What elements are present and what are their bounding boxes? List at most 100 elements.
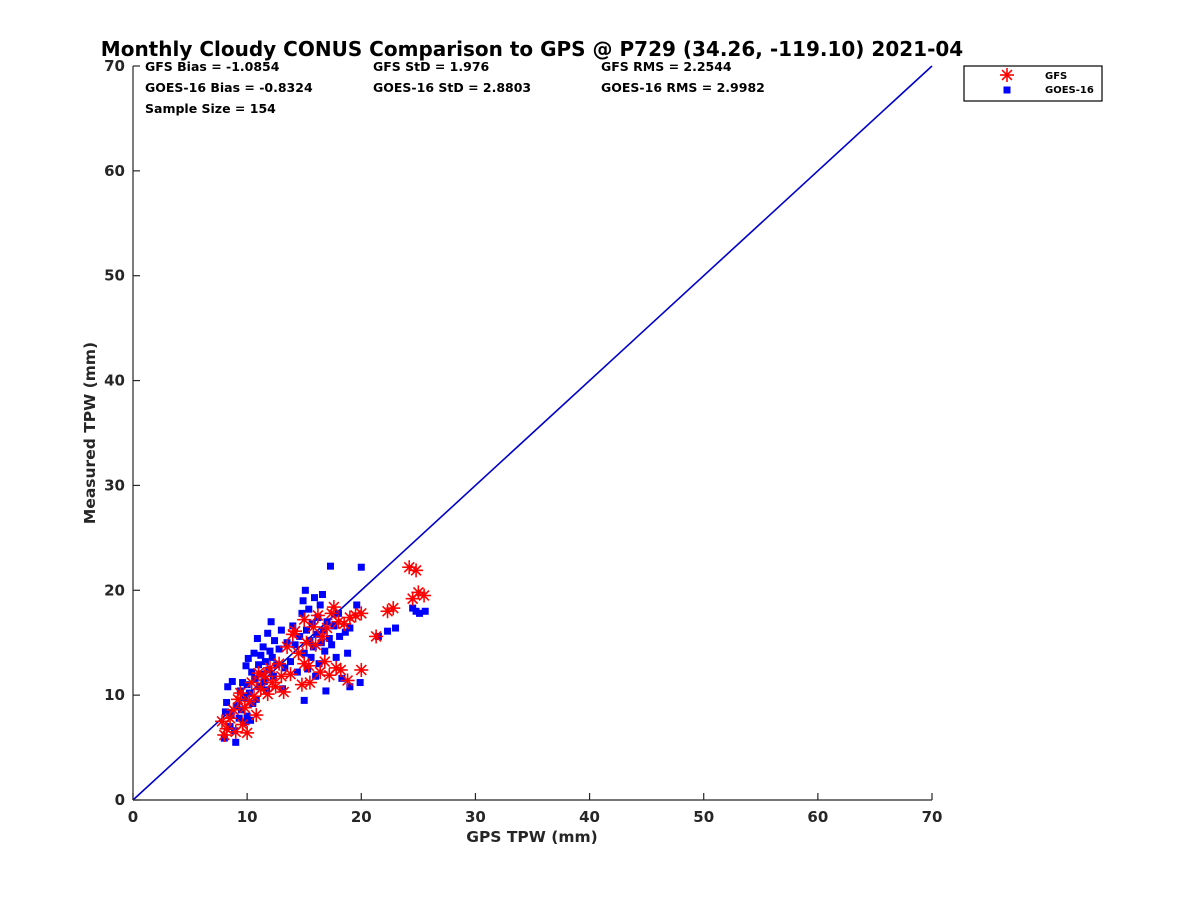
asterisk-stroke [350,609,362,621]
asterisk-stroke [330,662,342,674]
gfs-point [268,679,283,694]
goes16-point [228,678,236,686]
goes16-point [346,624,354,632]
asterisk-stroke [234,687,246,699]
asterisk-stroke [250,709,262,721]
y-tick-label: 50 [104,267,125,285]
goes16-point [242,662,250,670]
goes16-point [255,661,263,669]
asterisk-stroke [312,609,324,621]
goes16-point [328,641,336,649]
goes16-point [307,653,315,661]
asterisk-stroke [289,625,301,637]
gfs-point [233,686,248,701]
goes16-point [356,679,364,687]
asterisk-stroke [292,647,305,659]
goes16-point [239,679,247,687]
goes16-point [273,661,281,669]
gfs-point [274,669,289,684]
gfs-point [249,708,264,723]
asterisk-stroke [241,727,253,739]
gfs-point [417,588,432,603]
asterisk-stroke [239,702,251,714]
goes16-point [221,708,229,716]
gfs-point [306,619,321,634]
gfs-point [219,721,234,736]
asterisk-stroke [344,612,356,624]
x-tick-label: 70 [922,808,943,826]
asterisk-stroke [326,607,338,619]
asterisk-stroke [255,683,267,695]
goes16-point [332,653,340,661]
asterisk-stroke [316,630,328,642]
asterisk-stroke [237,718,249,731]
goes16-point [325,635,333,643]
goes16-point [287,658,295,666]
goes16-point [317,639,325,647]
asterisk-stroke [332,616,344,628]
goes16-point [326,562,334,570]
asterisk-stroke [296,679,308,691]
goes16-point [277,626,285,634]
x-tick-label: 0 [128,808,138,826]
goes16-point [261,658,269,666]
asterisk-stroke [355,664,367,676]
axes: 0 10 20 30 40 50 60 70 0 10 20 30 40 50 60 70 [104,57,942,826]
x-tick-label: 40 [579,808,600,826]
asterisk-stroke [418,590,430,602]
goes16-point [259,643,267,651]
stat-gfs-std: GFS StD = 1.976 [373,59,490,74]
gfs-point [217,727,232,742]
asterisk-stroke [304,677,316,689]
asterisk-stroke [298,614,310,626]
goes16-point [315,660,323,668]
goes16-point [318,590,326,598]
goes16-point [300,696,308,704]
y-tick-label: 20 [104,581,125,599]
gfs-point [340,673,355,688]
asterisk-stroke [285,668,297,680]
asterisk-stroke [270,681,282,693]
gfs-point [301,658,316,673]
goes16-point [357,563,365,571]
chart-title: Monthly Cloudy CONUS Comparison to GPS @… [101,37,963,61]
goes16-point [226,723,234,731]
gfs-point [299,635,314,650]
stat-sample-size: Sample Size = 154 [145,101,276,116]
goes16-point [235,714,243,722]
goes16-point [257,651,265,659]
legend-gfs-asterisk [1000,68,1014,82]
goes16-point [341,628,349,636]
stat-goes16-rms: GOES-16 RMS = 2.9982 [601,80,765,95]
goes16-point [392,624,400,632]
x-tick-label: 60 [807,808,828,826]
goes16-point [247,716,255,724]
asterisk-stroke [355,607,367,619]
asterisk-stroke [227,704,239,716]
goes16-point [346,683,354,691]
asterisk-stroke [278,686,290,698]
goes16-point [301,586,309,594]
goes16-point [321,647,329,655]
asterisk-stroke [298,658,310,670]
goes16-point [269,672,277,680]
y-tick-label: 40 [104,372,125,390]
goes16-point [223,698,231,706]
asterisk-stroke [258,670,270,682]
goes16-point [249,700,257,708]
gfs-point [246,689,261,704]
y-tick-label: 30 [104,476,125,494]
goes16-point [322,687,330,695]
goes16-point [344,649,352,657]
goes16-point [227,710,235,718]
asterisk-stroke [232,693,244,705]
series-gfs [215,560,432,742]
asterisk-stroke [403,561,415,573]
asterisk-stroke [410,564,422,576]
asterisk-stroke [321,622,333,634]
gfs-point [310,608,325,623]
gfs-point [333,662,348,677]
asterisk-stroke [264,662,276,674]
gfs-point [320,621,335,636]
